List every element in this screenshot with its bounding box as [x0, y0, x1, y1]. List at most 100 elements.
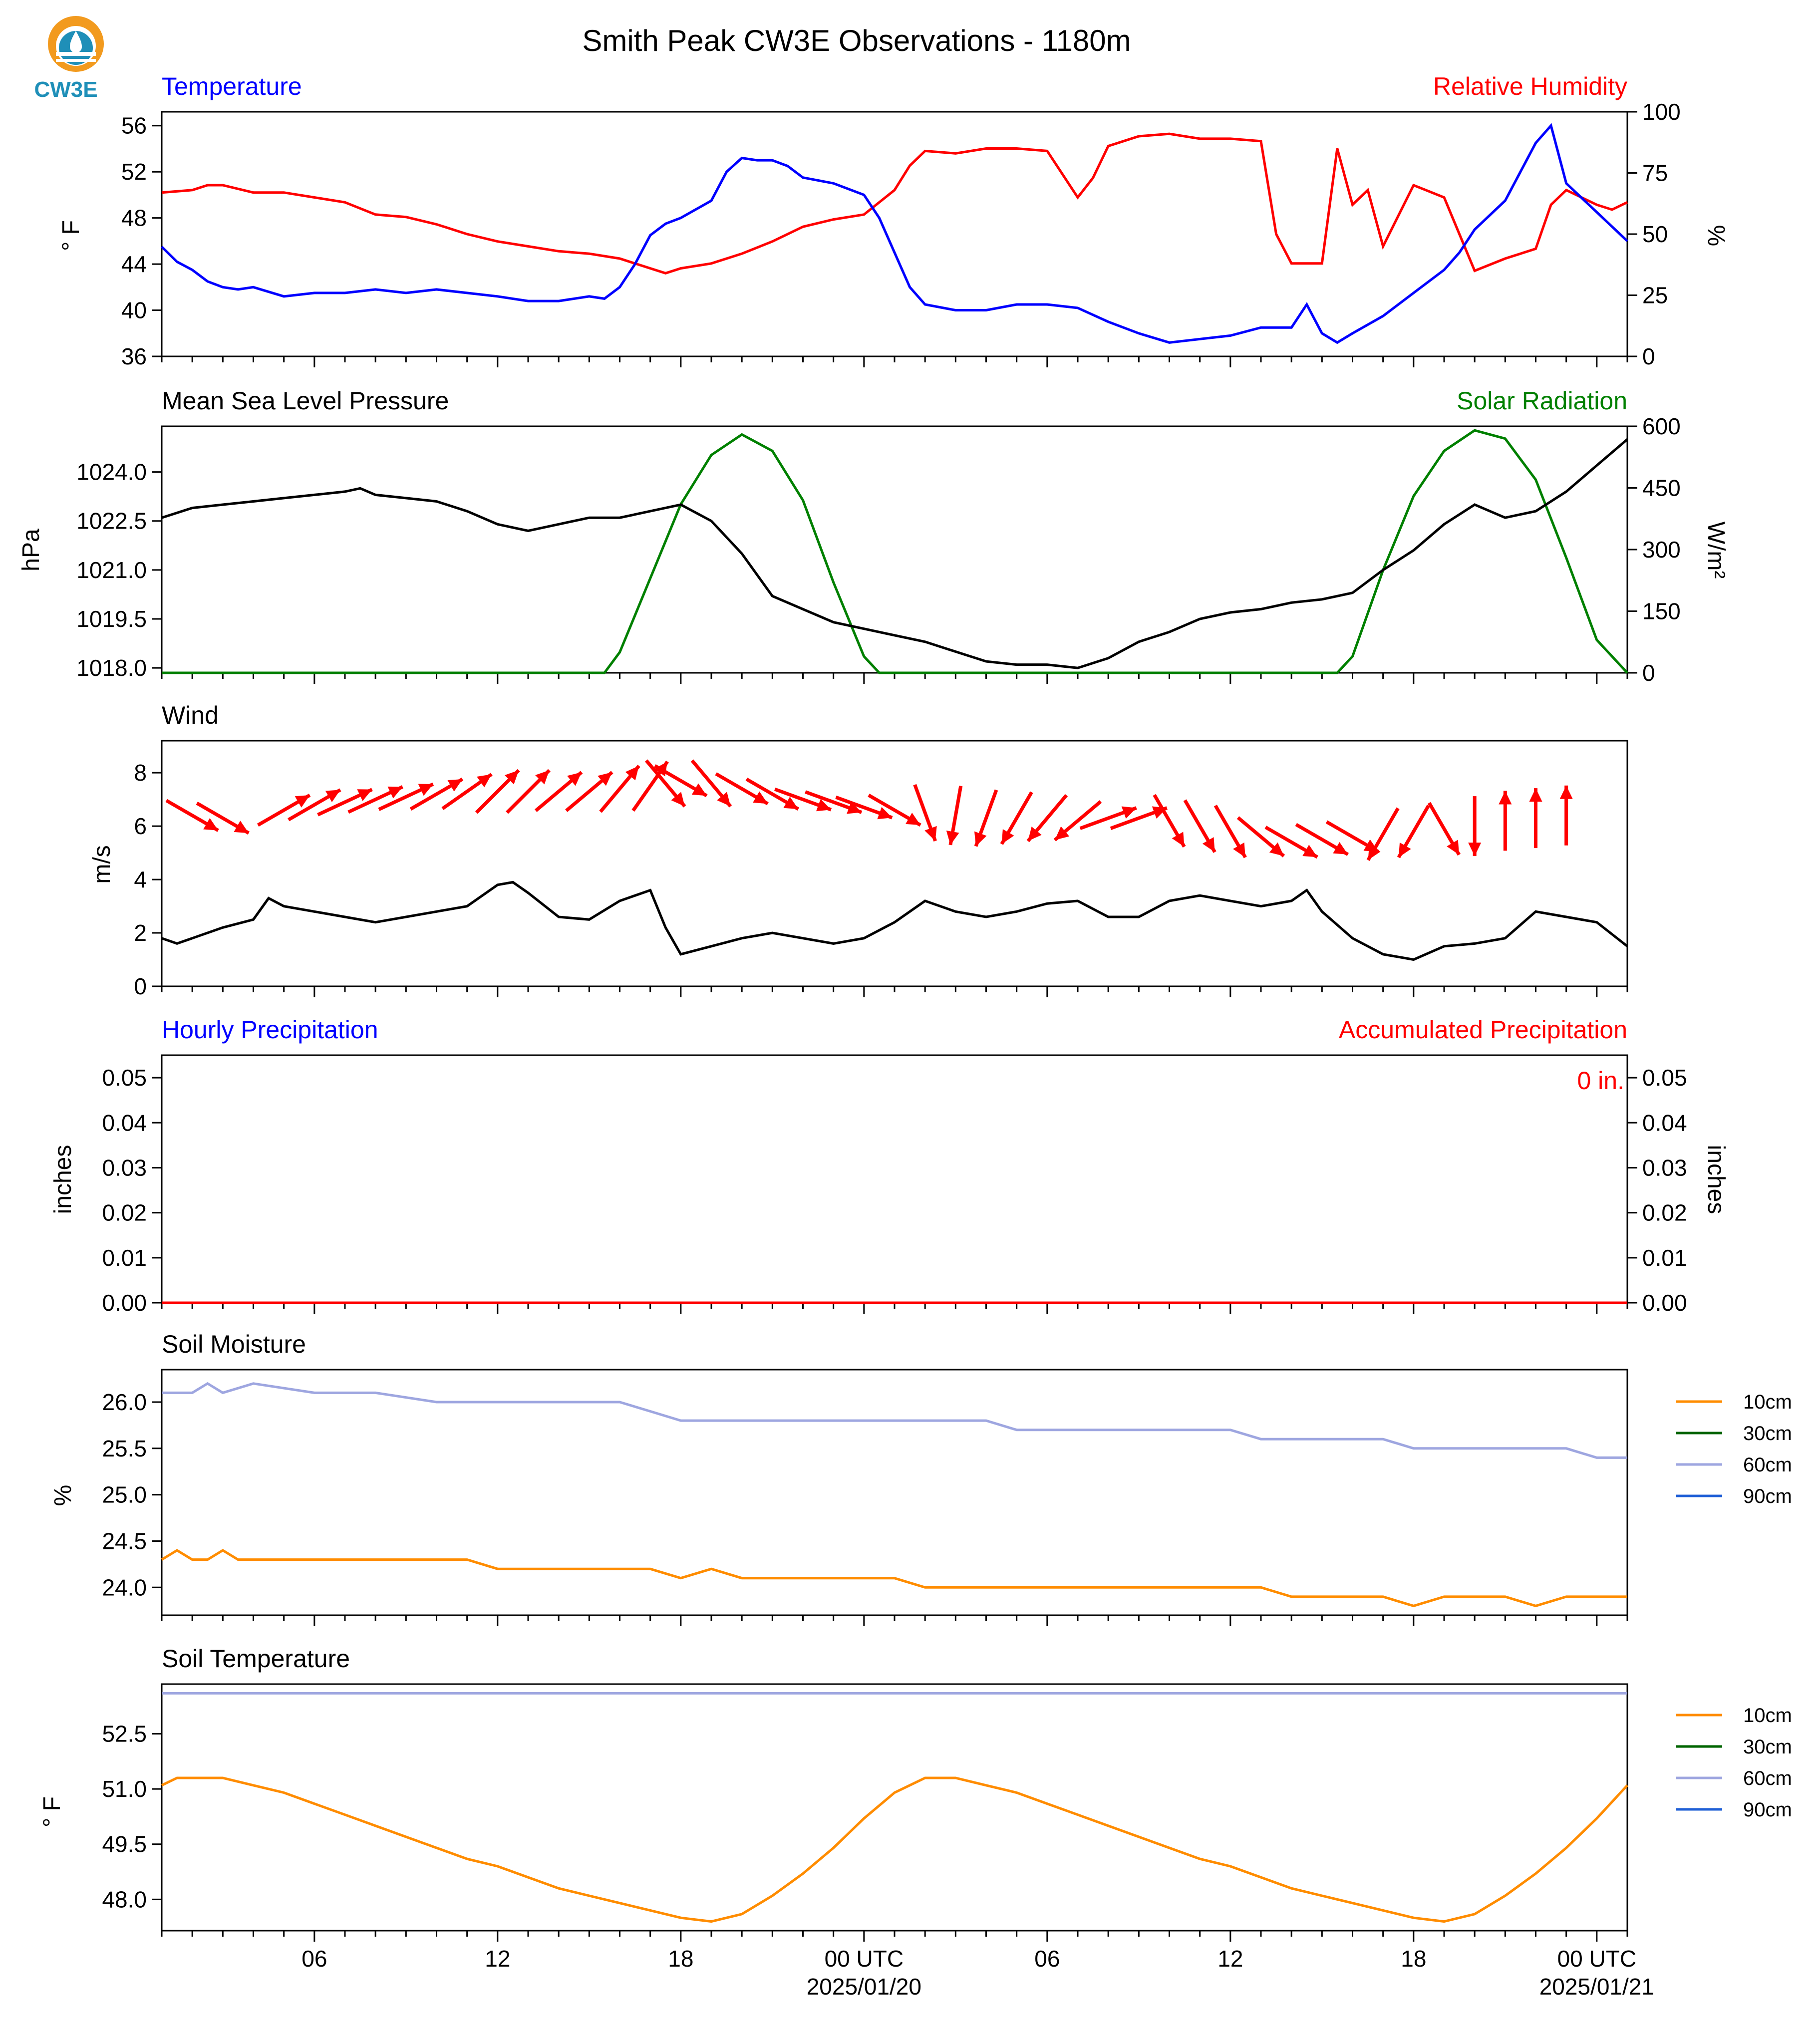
figure-title: Smith Peak CW3E Observations - 1180m: [582, 24, 1131, 57]
wind-speed-line: [161, 880, 1628, 961]
wind-y-axis-label: m/s: [89, 845, 115, 883]
x-tick-label: 12: [485, 1946, 510, 1972]
y-tick-label: 2: [134, 920, 147, 946]
y-tick-label: 51.0: [102, 1776, 147, 1802]
soil-moisture-title: Soil Moisture: [162, 1330, 306, 1358]
humidity-y-axis-label: %: [1703, 225, 1729, 247]
soil-temperature-panel: Soil Temperature ° F 48.0 49.5 51.0 52.5 10…: [39, 1645, 1792, 1942]
wind-arrow-head: [946, 830, 959, 845]
wind-arrow-head: [1398, 842, 1411, 858]
precipitation-panel: Hourly Precipitation Accumulated Precipi…: [50, 1016, 1729, 1316]
wind-arrow-head: [1001, 829, 1014, 845]
x-date-label: 2025/01/20: [807, 1974, 921, 2000]
y-right-tick-label: 600: [1642, 413, 1681, 439]
y-right-tick-label: 0.05: [1642, 1065, 1687, 1091]
wind-arrow: [534, 771, 583, 812]
wind-arrow-head: [1172, 832, 1185, 847]
wind-arrow: [409, 777, 464, 811]
wind-arrow-head: [783, 797, 799, 809]
wind-arrow: [1529, 788, 1542, 849]
y-tick-label: 1018.0: [76, 655, 147, 681]
wind-arrow-head: [447, 779, 463, 792]
soil-moisture-legend: 10cm 30cm 60cm 90cm: [1676, 1391, 1792, 1507]
humidity-title: Relative Humidity: [1433, 72, 1627, 100]
wind-direction-arrows: [165, 759, 1573, 861]
hourly-precip-title: Hourly Precipitation: [162, 1016, 378, 1044]
wind-arrow-head: [1333, 842, 1348, 855]
wind-arrow: [913, 784, 937, 842]
wind-arrow: [805, 790, 863, 814]
x-tick-label: 18: [668, 1946, 693, 1972]
wind-arrow: [257, 794, 311, 827]
wind-title: Wind: [162, 701, 219, 729]
wind-arrow-head: [1468, 843, 1482, 857]
y-tick-label: 48: [121, 205, 147, 231]
x-date-label: 2025/01/21: [1539, 1974, 1654, 2000]
y-tick-label: 0.03: [102, 1155, 147, 1180]
wind-arrow-head: [567, 772, 582, 786]
legend-label-30cm: 30cm: [1743, 1423, 1792, 1445]
pressure-solar-panel: Mean Sea Level Pressure Solar Radiation …: [18, 387, 1729, 686]
y-right-tick-label: 25: [1642, 283, 1668, 308]
y-tick-label: 0.02: [102, 1200, 147, 1226]
soil-moisture-10cm-line: [161, 1549, 1627, 1608]
x-tick-label: 06: [1034, 1946, 1060, 1972]
legend-label-30cm: 30cm: [1743, 1736, 1792, 1758]
y-tick-label: 6: [134, 813, 147, 839]
wind-arrow-head: [598, 772, 612, 786]
y-tick-label: 40: [121, 297, 147, 323]
solar-y-axis-label: W/m²: [1703, 522, 1729, 579]
x-tick-label: 00 UTC: [1557, 1946, 1636, 1972]
wind-arrow-head: [1121, 806, 1137, 819]
wind-arrow-head: [906, 813, 920, 826]
wind-arrow-head: [1202, 837, 1215, 853]
accumulated-precip-title: Accumulated Precipitation: [1339, 1016, 1627, 1044]
y-tick-label: 52: [121, 159, 147, 185]
wind-arrow: [317, 788, 373, 817]
wind-arrow: [378, 782, 434, 811]
legend-label-60cm: 60cm: [1743, 1767, 1792, 1789]
y-right-tick-label: 0: [1642, 343, 1655, 369]
y-tick-label: 1022.5: [76, 508, 147, 534]
wind-arrow: [1559, 785, 1573, 846]
y-right-tick-label: 75: [1642, 160, 1668, 186]
y-right-tick-label: 0.04: [1642, 1110, 1687, 1136]
x-tick-label: 06: [302, 1946, 327, 1972]
wind-arrow-head: [1055, 826, 1070, 841]
wind-arrow-head: [504, 770, 519, 785]
wind-arrow-head: [1447, 840, 1459, 855]
wind-arrow-head: [625, 766, 639, 781]
precip-y-axis-label: inches: [50, 1145, 76, 1214]
wind-arrow: [654, 764, 708, 798]
pressure-line: [161, 438, 1628, 669]
legend-label-90cm: 90cm: [1743, 1799, 1792, 1821]
wind-panel: Wind m/s 0 2 4 6 8: [89, 701, 1628, 999]
y-right-tick-label: 0.03: [1642, 1155, 1687, 1180]
wind-arrow: [506, 769, 551, 814]
solar-radiation-line: [162, 429, 1628, 674]
cw3e-logo: CW3E: [34, 16, 104, 102]
y-tick-label: 49.5: [102, 1831, 147, 1857]
wind-arrow-head: [234, 821, 249, 834]
wind-arrow: [1468, 796, 1482, 857]
wind-arrow: [946, 786, 963, 846]
x-tick-label: 18: [1401, 1946, 1426, 1972]
y-tick-label: 1019.5: [76, 606, 147, 632]
wind-arrow-head: [753, 791, 768, 804]
accumulated-total-label: 0 in.: [1577, 1067, 1624, 1095]
wind-arrow-head: [1368, 845, 1381, 861]
soil-temperature-title: Soil Temperature: [162, 1645, 350, 1673]
accum-precip-y-axis-label: inches: [1703, 1145, 1729, 1214]
y-tick-label: 0.05: [102, 1065, 147, 1091]
humidity-line: [161, 132, 1628, 275]
y-tick-label: 52.5: [102, 1721, 147, 1747]
soil-temp-10cm-line: [161, 1776, 1628, 1923]
wind-arrow-head: [1529, 788, 1542, 802]
x-tick-label: 00 UTC: [825, 1946, 904, 1972]
pressure-title: Mean Sea Level Pressure: [162, 387, 449, 415]
wind-arrow: [1183, 799, 1216, 853]
soil-moisture-y-axis-label: %: [50, 1485, 76, 1506]
y-right-tick-label: 0.00: [1642, 1290, 1687, 1316]
wind-arrow: [599, 765, 640, 813]
